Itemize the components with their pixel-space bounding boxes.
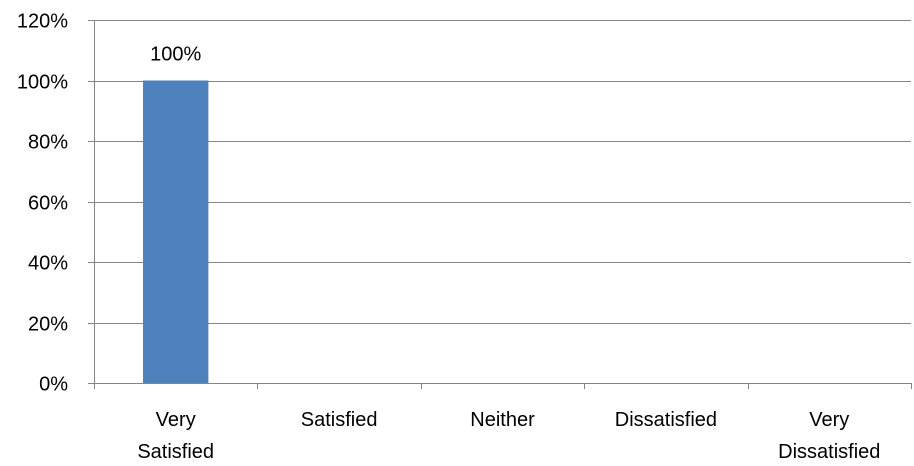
y-tick-label: 40% <box>28 253 68 275</box>
x-category-label: Very Dissatisfied <box>778 409 880 463</box>
x-category-label-line: Very <box>156 409 196 431</box>
data-labels: 100% <box>150 44 201 66</box>
data-label: 100% <box>150 44 201 66</box>
x-category-label-line: Satisfied <box>137 441 214 463</box>
x-category-label-line: Dissatisfied <box>778 441 880 463</box>
x-category-labels: Very Satisfied Satisfied Neither Dissatisfie… <box>137 409 880 463</box>
y-tick-label: 100% <box>17 72 68 94</box>
y-tick-label: 60% <box>28 193 68 215</box>
x-category-label-line: Satisfied <box>301 409 378 431</box>
y-tick-label: 0% <box>39 374 68 396</box>
x-category-label: Satisfied <box>301 409 378 431</box>
x-category-label-line: Neither <box>470 409 535 431</box>
x-category-label: Very Satisfied <box>137 409 214 463</box>
gridlines <box>94 20 911 324</box>
x-category-label: Dissatisfied <box>615 409 717 431</box>
y-tick-label: 120% <box>17 11 68 33</box>
y-tick-label: 80% <box>28 132 68 154</box>
y-tick-label: 20% <box>28 314 68 336</box>
y-tick-labels: 0% 20% 40% 60% 80% 100% 120% <box>17 11 68 396</box>
bar <box>143 80 209 383</box>
x-category-label-line: Very <box>809 409 849 431</box>
x-category-label-line: Dissatisfied <box>615 409 717 431</box>
x-category-label: Neither <box>470 409 535 431</box>
axes <box>88 20 912 389</box>
bars <box>143 80 209 383</box>
